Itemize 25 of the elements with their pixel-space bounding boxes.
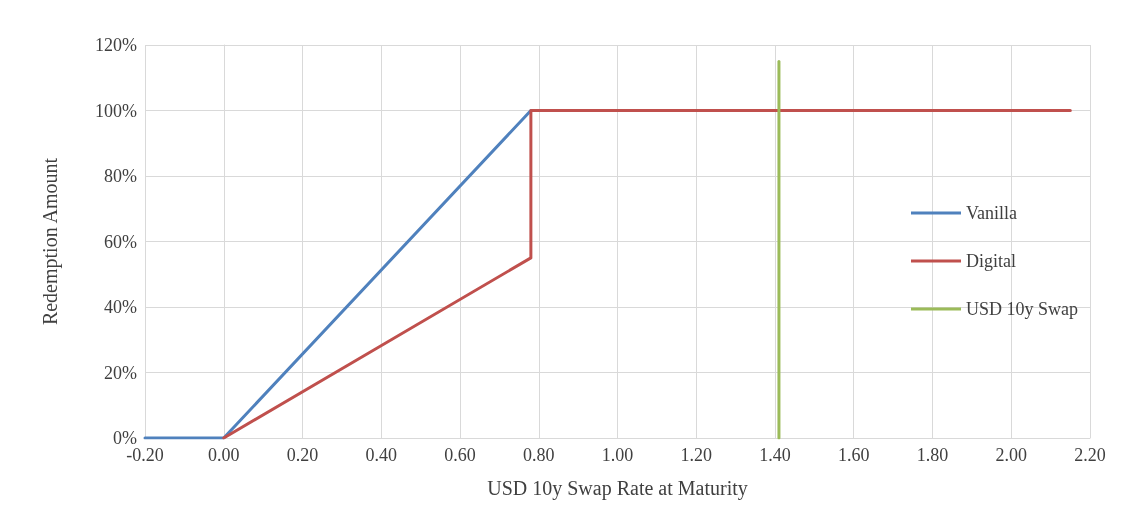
- y-tick-label: 60%: [104, 231, 137, 252]
- x-tick-label: 2.20: [1074, 445, 1106, 465]
- y-tick-label: 80%: [104, 166, 137, 186]
- x-tick-label: 0.60: [444, 445, 476, 465]
- x-tick-label: 2.00: [995, 445, 1027, 465]
- y-tick-label: 120%: [95, 35, 137, 55]
- y-axis-title: Redemption Amount: [39, 157, 62, 326]
- legend-label: Digital: [965, 251, 1016, 271]
- x-tick-label: 1.40: [759, 445, 791, 465]
- legend-label: Vanilla: [965, 203, 1017, 223]
- x-tick-label: 0.40: [365, 445, 397, 465]
- y-tick-label: 100%: [95, 100, 137, 121]
- x-tick-label: 0.00: [208, 445, 240, 465]
- x-tick-label: 1.60: [838, 445, 870, 465]
- x-tick-label: -0.20: [126, 445, 164, 465]
- legend-label: USD 10y Swap: [965, 299, 1079, 319]
- x-tick-label: 0.80: [523, 445, 555, 465]
- y-tick-label: 20%: [104, 362, 137, 383]
- x-axis-title: USD 10y Swap Rate at Maturity: [487, 477, 748, 500]
- x-tick-label: 1.00: [601, 445, 634, 465]
- x-tick-label: 1.20: [680, 445, 712, 465]
- y-tick-label: 40%: [104, 297, 137, 317]
- y-tick-label: 0%: [113, 428, 137, 448]
- x-tick-label: 0.20: [286, 445, 319, 465]
- x-tick-label: 1.80: [916, 445, 949, 465]
